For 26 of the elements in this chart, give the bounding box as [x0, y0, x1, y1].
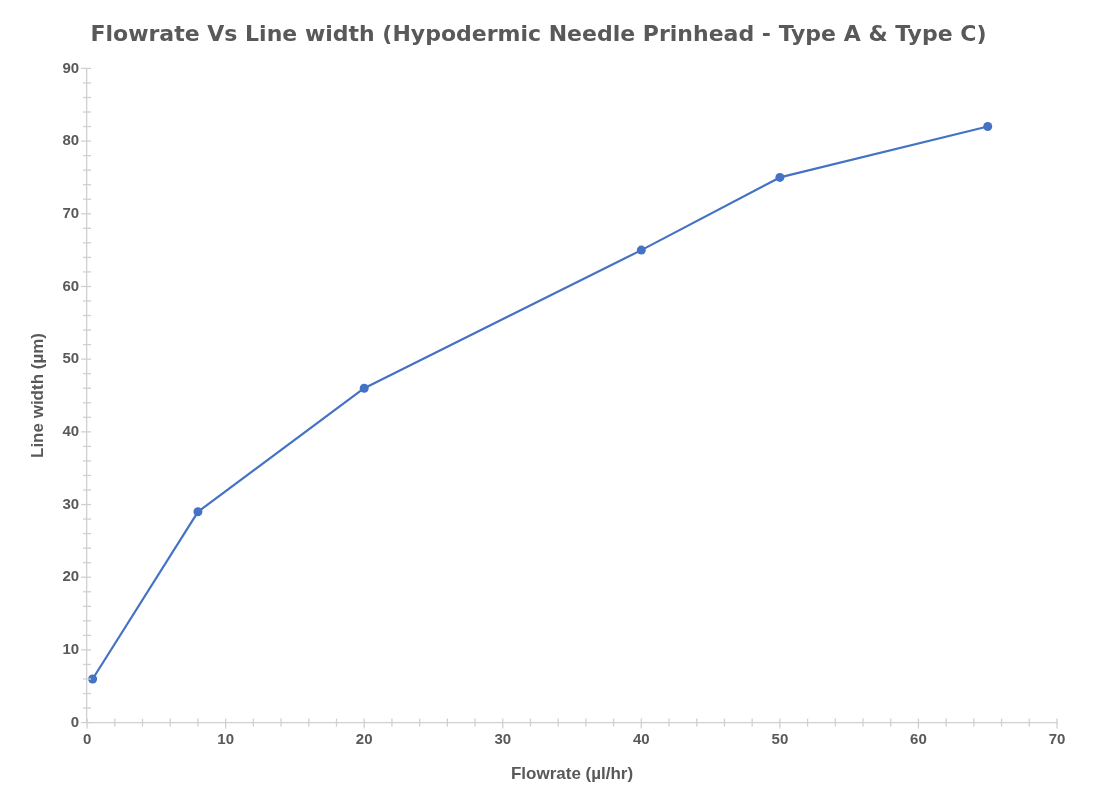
point [983, 122, 993, 132]
y-tick-label: 20 [62, 567, 80, 585]
point [193, 507, 203, 517]
y-tick-label: 30 [62, 494, 80, 512]
x-tick-label: 50 [771, 729, 789, 747]
point [636, 245, 646, 255]
x-tick-label: 70 [1048, 729, 1066, 747]
y-tick-label: 0 [70, 712, 80, 730]
y-tick-label: 50 [62, 349, 80, 367]
y-tick-label: 90 [62, 58, 80, 76]
y-tick-label: 10 [62, 640, 80, 658]
point [359, 383, 369, 393]
x-tick-label: 40 [632, 729, 650, 747]
x-tick-label: 60 [910, 729, 927, 747]
y-tick-label: 80 [62, 131, 80, 149]
y-tick-label: 40 [62, 421, 80, 439]
x-tick-label: 0 [82, 729, 92, 747]
x-tick-label: 10 [217, 729, 234, 747]
point [775, 172, 785, 182]
chart-title: Flowrate Vs Line width (Hypodermic Needle Prinhead - Type A & Type C) [90, 20, 987, 46]
x-axis-title: Flowrate (µl/hr) [510, 764, 634, 784]
x-tick-label: 20 [355, 729, 373, 747]
y-axis-title: Line width (µm) [27, 332, 47, 459]
x-tick-label: 30 [494, 729, 512, 747]
y-tick-label: 70 [62, 203, 80, 221]
y-tick-label: 60 [62, 276, 80, 294]
